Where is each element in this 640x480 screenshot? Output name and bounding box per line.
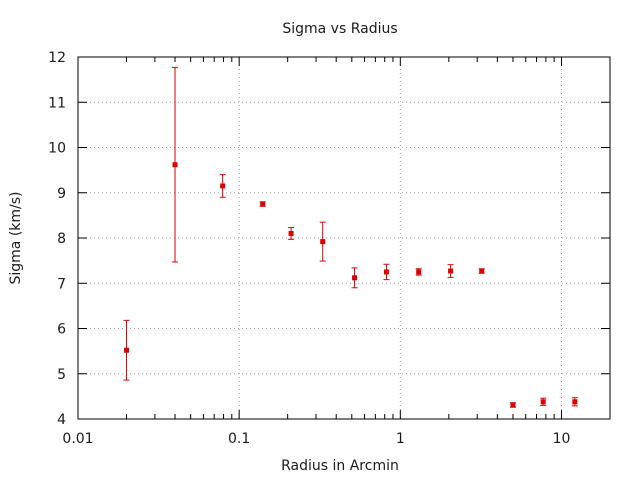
y-axis-title: Sigma (km/s) bbox=[8, 191, 24, 284]
data-point bbox=[479, 268, 485, 274]
data-point bbox=[572, 399, 578, 405]
data-point bbox=[510, 402, 516, 408]
data-point bbox=[260, 201, 266, 207]
x-tick-label: 0.1 bbox=[228, 431, 250, 447]
data-series bbox=[123, 66, 578, 408]
data-point bbox=[220, 183, 226, 189]
axis-ticks bbox=[77, 56, 611, 420]
y-tick-label: 5 bbox=[57, 367, 66, 383]
data-point bbox=[288, 230, 294, 236]
x-axis-title: Radius in Arcmin bbox=[281, 458, 399, 474]
data-point bbox=[172, 162, 178, 168]
data-point bbox=[448, 268, 454, 274]
y-tick-labels: 4 5 6 7 8 9 10 11 12 bbox=[48, 50, 66, 428]
y-tick-label: 11 bbox=[48, 95, 66, 111]
x-tick-label: 1 bbox=[396, 431, 405, 447]
x-tick-labels: 0.01 0.1 1 10 bbox=[62, 431, 570, 447]
chart-title: Sigma vs Radius bbox=[282, 21, 397, 37]
y-tick-label: 4 bbox=[57, 412, 66, 428]
data-point bbox=[416, 269, 422, 275]
x-tick-label: 0.01 bbox=[62, 431, 93, 447]
data-point bbox=[124, 347, 130, 353]
y-tick-label: 8 bbox=[57, 231, 66, 247]
x-tick-label: 10 bbox=[553, 431, 571, 447]
data-point bbox=[320, 239, 326, 245]
data-point bbox=[383, 269, 389, 275]
y-tick-label: 9 bbox=[57, 186, 66, 202]
y-tick-label: 10 bbox=[48, 141, 66, 157]
y-tick-label: 6 bbox=[57, 322, 66, 338]
data-point bbox=[540, 399, 546, 405]
data-point bbox=[352, 275, 358, 281]
grid bbox=[78, 57, 610, 419]
y-tick-label: 7 bbox=[57, 276, 66, 292]
y-tick-label: 12 bbox=[48, 50, 66, 66]
